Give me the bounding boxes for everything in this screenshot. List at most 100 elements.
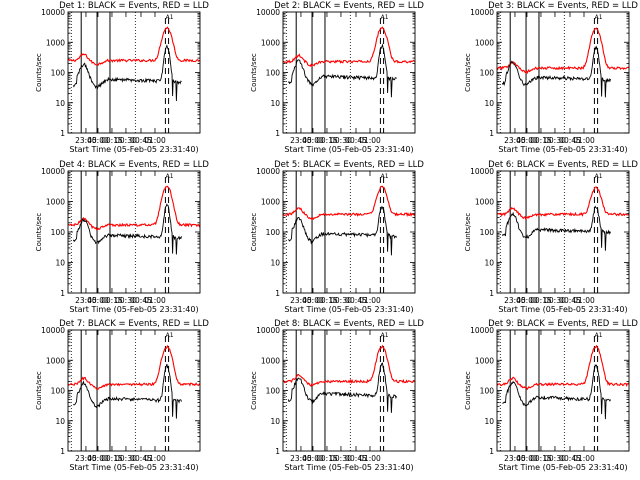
x-tick-label: 23:45 [290,296,312,305]
y-tick-label: 1000 [475,356,494,365]
chart-title: Det 9: BLACK = Events, RED = LLD [488,319,638,329]
flare-flag-label: A1 [595,332,603,339]
x-tick-label: 01:00 [359,454,381,463]
x-tick-label: 00:45 [130,136,152,145]
x-tick-label: 00:30 [544,296,566,305]
series-events-line [501,205,611,251]
y-axis-label: Counts/sec [250,213,258,252]
x-tick-label: 00:45 [559,136,581,145]
y-tick-label: 10000 [470,326,494,335]
x-tick-label: 23:45 [75,454,97,463]
chart-title: Det 8: BLACK = Events, RED = LLD [274,319,424,329]
series-events-line [501,45,611,98]
series-events-line [287,205,397,256]
plot-frame [496,11,630,134]
series-lld-line [67,344,201,390]
detector-chart-9: Det 9: BLACK = Events, RED = LLD 1 10 100 10… [464,319,638,472]
y-tick-label: 100 [266,69,281,78]
x-tick-label: 01:00 [573,136,595,145]
plot-frame [496,170,630,294]
y-axis-label: Counts/sec [464,371,472,410]
y-tick-label: 10000 [470,8,494,17]
x-tick-label: 23:45 [75,136,97,145]
y-tick-label: 1 [60,289,65,298]
y-tick-label: 10 [270,259,280,268]
series-events-line [72,44,182,102]
plot-frame [67,329,201,452]
chart-title: Det 2: BLACK = Events, RED = LLD [274,1,424,11]
chart-title: Det 3: BLACK = Events, RED = LLD [488,1,638,11]
y-tick-label: 10 [55,259,65,268]
series-lld-line [282,185,416,221]
x-tick-label: 23:45 [75,296,97,305]
y-tick-label: 10 [484,99,494,108]
x-tick-label: 00:15 [530,454,552,463]
y-tick-label: 10 [270,99,280,108]
series-lld-line [497,186,630,221]
chart-title: Det 4: BLACK = Events, RED = LLD [59,160,209,170]
y-tick-label: 1 [275,289,280,298]
series-events-line [72,203,182,255]
plot-frame [282,11,416,134]
y-axis-label: Counts/sec [35,213,43,252]
x-tick-label: 00:30 [115,454,137,463]
x-tick-label: 00:15 [530,296,552,305]
x-tick-label: 00:00 [302,136,324,145]
y-tick-label: 1 [275,129,280,138]
series-lld-line [496,27,630,75]
plot-frame [67,11,201,134]
y-tick-label: 100 [51,228,66,237]
y-tick-label: 10 [55,417,65,426]
series-events-line [287,362,397,413]
y-tick-label: 100 [51,387,66,396]
y-tick-label: 1000 [475,38,494,47]
x-tick-label: 00:15 [101,136,123,145]
x-tick-label: 00:45 [559,296,581,305]
x-axis-label: Start Time (05-Feb-05 23:31:40) [69,305,198,314]
x-tick-label: 00:00 [87,296,109,305]
y-tick-label: 10000 [256,8,280,17]
x-axis-label: Start Time (05-Feb-05 23:31:40) [284,463,413,472]
flare-flag-label: A1 [595,173,603,180]
x-tick-label: 01:00 [144,296,166,305]
flare-flag-label: A1 [595,14,603,21]
x-tick-label: 01:00 [573,454,595,463]
y-tick-label: 10 [55,99,65,108]
x-tick-label: 23:45 [290,454,312,463]
plot-frame [282,329,416,452]
x-tick-label: 00:15 [101,454,123,463]
x-tick-label: 01:00 [359,296,381,305]
y-tick-label: 100 [480,387,495,396]
y-axis-label: Counts/sec [35,371,43,410]
x-tick-label: 00:00 [516,296,538,305]
plot-frame [282,170,416,294]
x-tick-label: 00:15 [530,136,552,145]
x-tick-label: 23:45 [504,454,526,463]
series-events-line [287,43,397,98]
y-tick-label: 10 [484,259,494,268]
x-tick-label: 00:00 [302,454,324,463]
x-tick-label: 00:45 [345,296,367,305]
x-tick-label: 00:45 [130,296,152,305]
y-tick-label: 100 [480,69,495,78]
x-tick-label: 23:45 [504,136,526,145]
y-tick-label: 10000 [256,167,280,176]
chart-title: Det 7: BLACK = Events, RED = LLD [59,319,209,329]
x-tick-label: 00:30 [544,136,566,145]
chart-title: Det 6: BLACK = Events, RED = LLD [488,160,638,170]
x-tick-label: 00:30 [115,136,137,145]
chart-title: Det 1: BLACK = Events, RED = LLD [59,1,209,11]
x-axis-label: Start Time (05-Feb-05 23:31:40) [69,463,198,472]
x-tick-label: 23:45 [504,296,526,305]
x-tick-label: 00:30 [330,136,352,145]
flare-flag-label: A1 [381,14,389,21]
x-tick-label: 00:30 [544,454,566,463]
y-tick-label: 10000 [470,167,494,176]
plot-frame [496,329,630,452]
y-axis-label: Counts/sec [35,53,43,92]
flare-flag-label: A1 [166,14,174,21]
x-tick-label: 00:15 [316,136,338,145]
y-axis-label: Counts/sec [250,371,258,410]
x-tick-label: 00:00 [87,454,109,463]
